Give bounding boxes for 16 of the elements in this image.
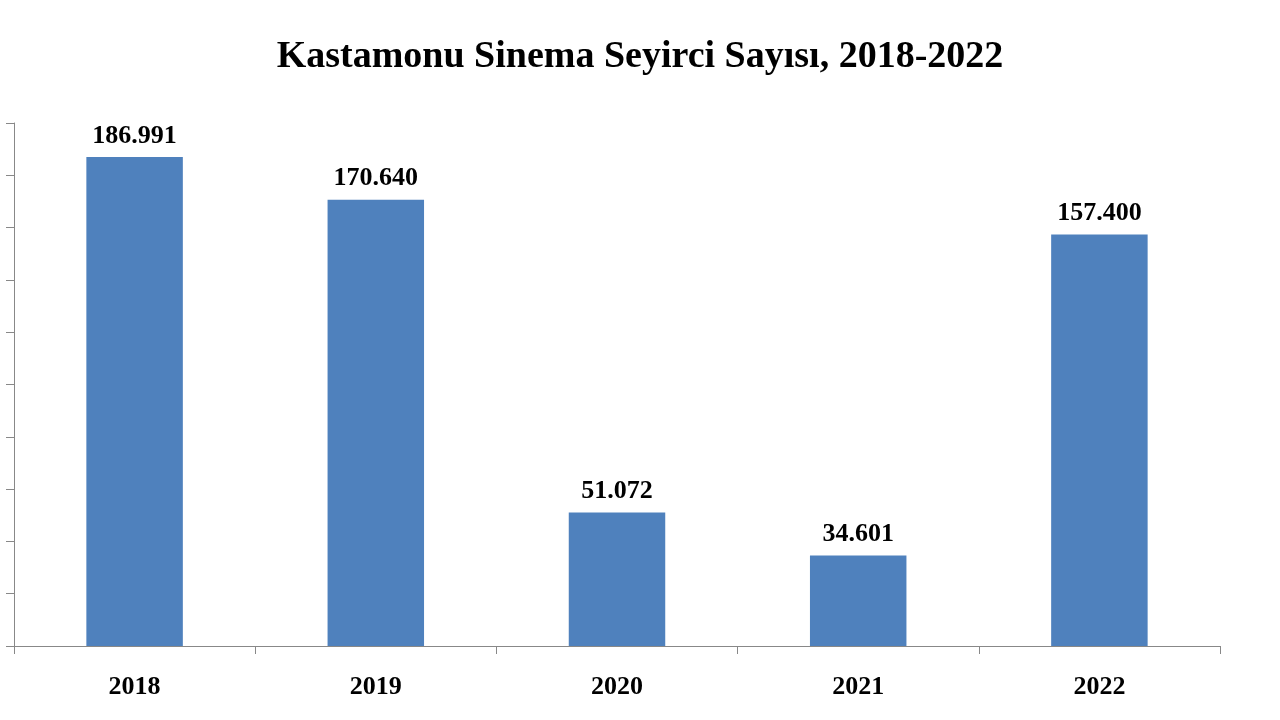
bar (327, 199, 425, 646)
x-tick-label: 2021 (832, 670, 885, 700)
chart-title: Kastamonu Sinema Seyirci Sayısı, 2018-2022 (276, 33, 1004, 75)
data-label: 170.640 (333, 162, 419, 192)
data-label: 157.400 (1057, 196, 1142, 226)
bar (86, 157, 183, 646)
data-label: 34.601 (822, 518, 894, 548)
bar (1051, 234, 1148, 646)
x-tick-label: 2018 (108, 670, 161, 700)
bar (568, 512, 666, 646)
data-label: 51.072 (581, 474, 653, 504)
x-tick-label: 2019 (349, 670, 402, 700)
x-tick-label: 2020 (591, 670, 643, 700)
data-label: 186.991 (92, 119, 177, 149)
x-tick-label: 2022 (1073, 670, 1126, 700)
bar (809, 555, 907, 646)
